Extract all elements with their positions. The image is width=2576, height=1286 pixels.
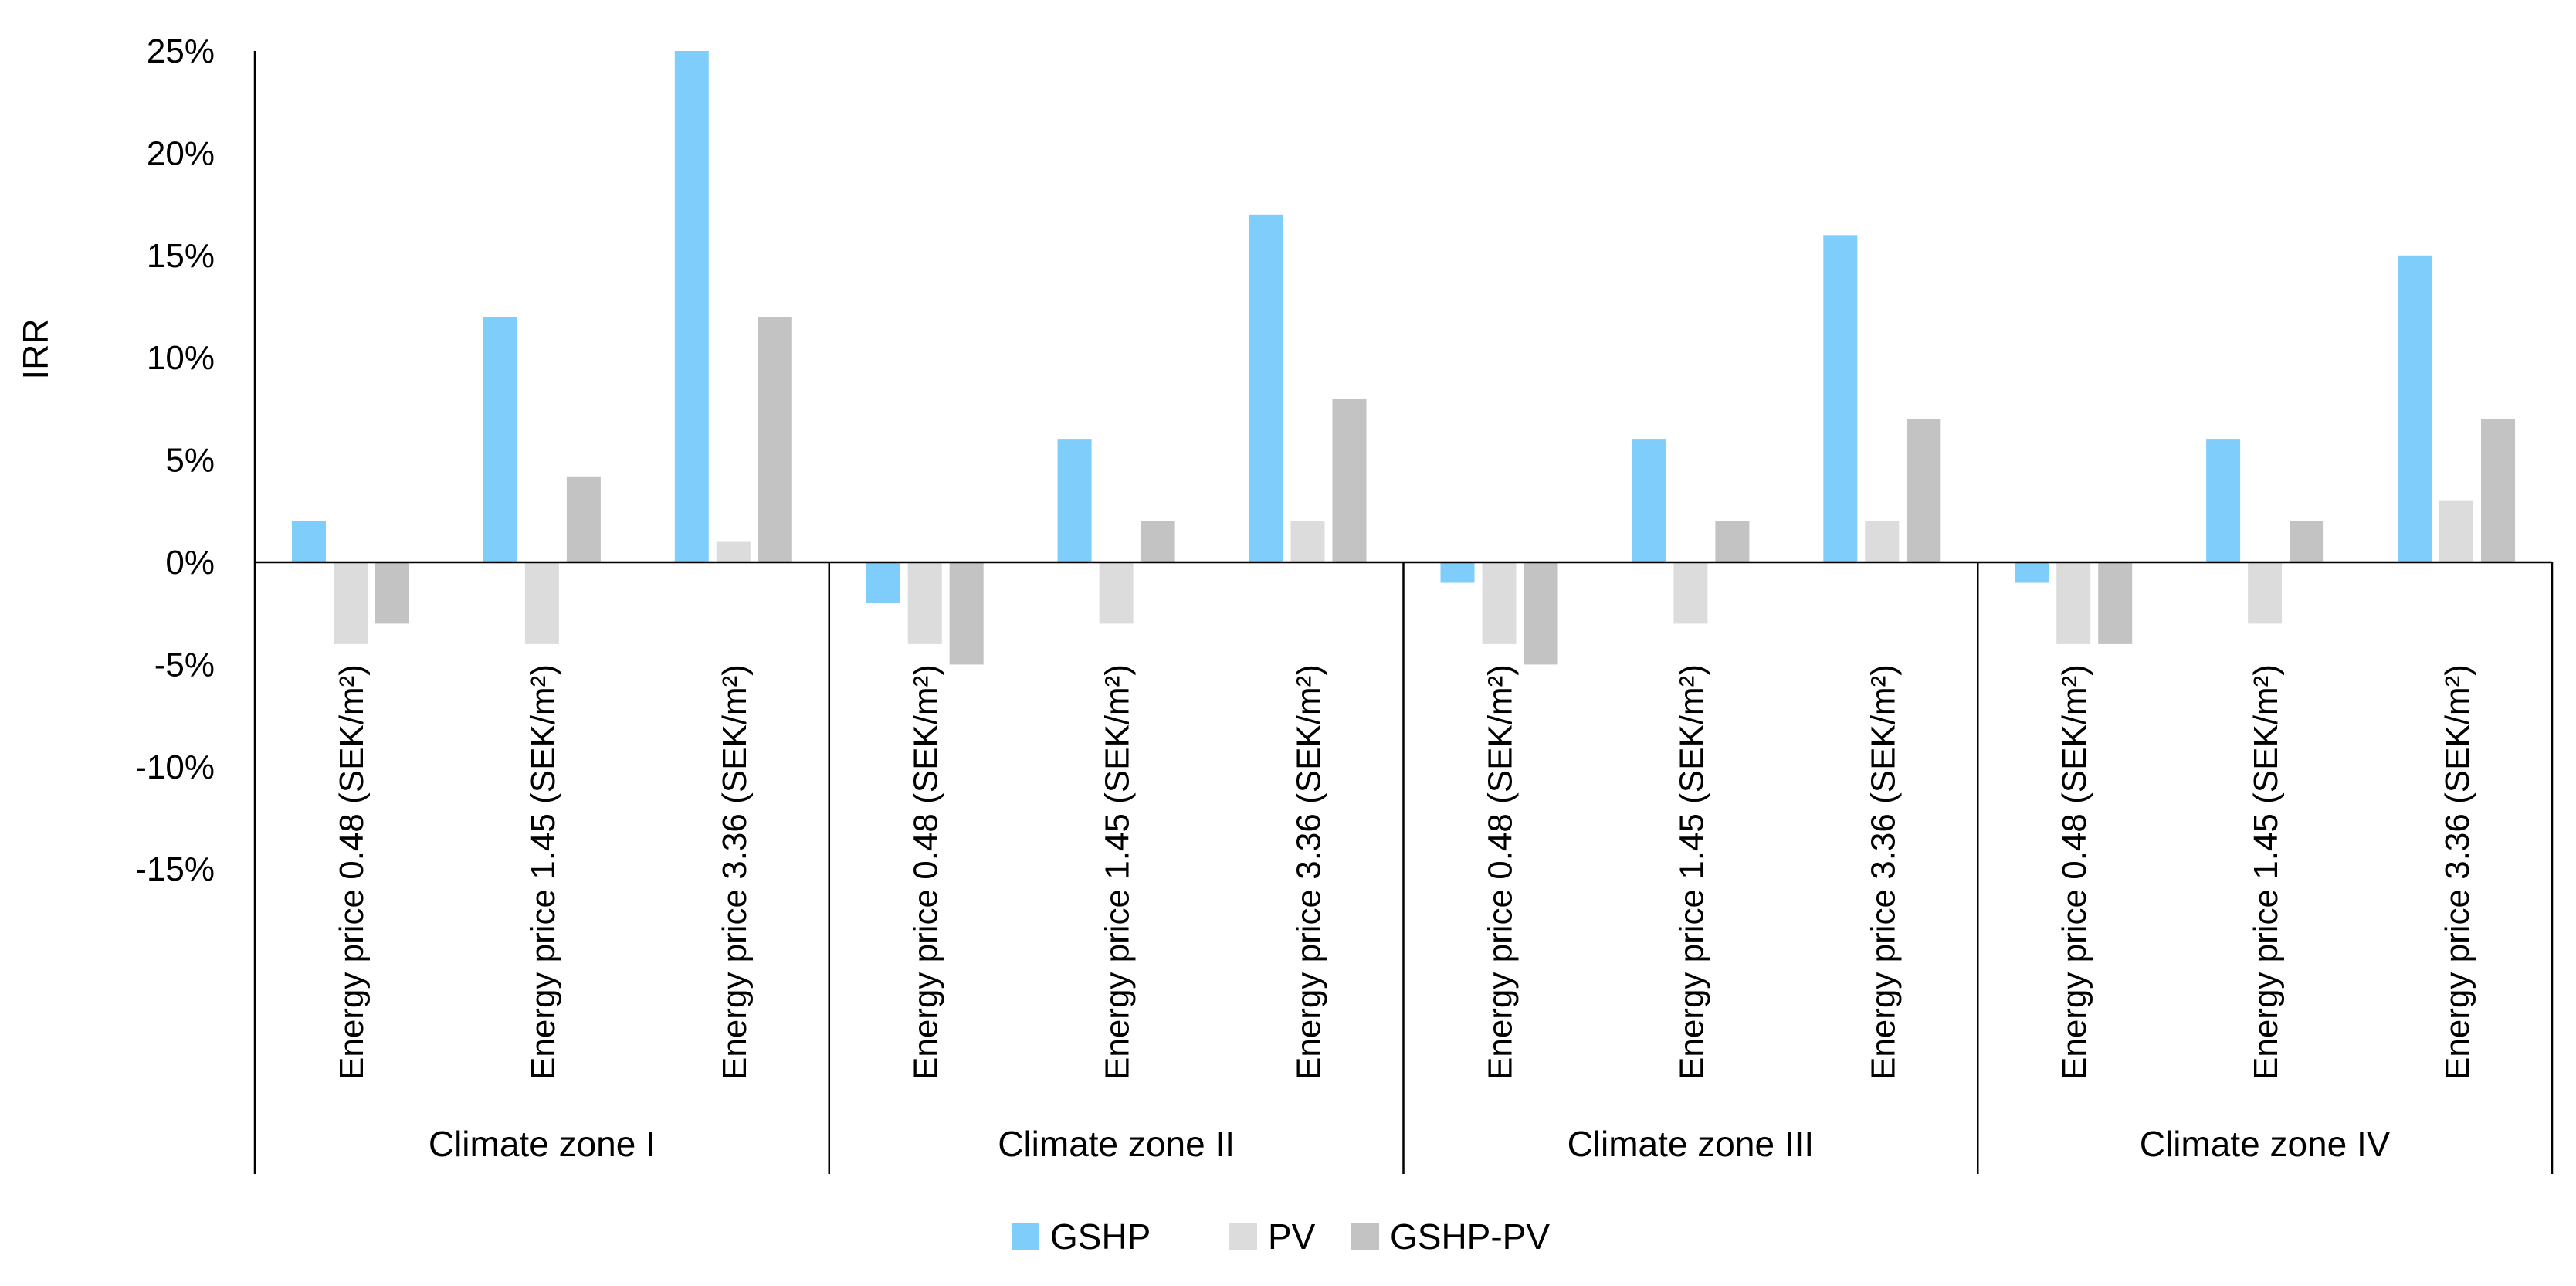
- y-tick-label: -5%: [154, 646, 215, 684]
- bar-gshp-12: [2398, 255, 2432, 562]
- x-category-label: Energy price 1.45 (SEK/m²): [2247, 664, 2285, 1080]
- axes: [253, 51, 2554, 1174]
- bar-gshp-pv-3: [758, 317, 792, 562]
- x-axis-categories: Energy price 0.48 (SEK/m²) Energy price 1…: [333, 664, 2476, 1080]
- x-group-label: Climate zone I: [429, 1124, 656, 1164]
- bar-pv-6: [1290, 521, 1325, 562]
- bar-gshp-8: [1632, 439, 1666, 562]
- bar-pv-11: [2248, 562, 2283, 624]
- bar-gshp-1: [292, 521, 326, 562]
- bar-gshp-pv-6: [1332, 399, 1367, 562]
- bar-gshp-pv-4: [949, 562, 984, 665]
- x-axis-groups: Climate zone I Climate zone II Climate zon…: [429, 1124, 2391, 1164]
- x-group-label: Climate zone III: [1568, 1124, 1815, 1164]
- bar-gshp-3: [674, 51, 709, 562]
- x-category-label: Energy price 1.45 (SEK/m²): [524, 664, 562, 1080]
- bar-pv-2: [524, 562, 559, 644]
- x-category-label: Energy price 0.48 (SEK/m²): [2056, 664, 2093, 1080]
- y-tick-label: -10%: [135, 748, 215, 786]
- x-category-label: Energy price 0.48 (SEK/m²): [1481, 664, 1519, 1080]
- bar-gshp-2: [483, 317, 517, 562]
- legend-swatch-pv: [1229, 1223, 1257, 1250]
- bar-pv-4: [907, 562, 942, 644]
- bar-gshp-pv-8: [1715, 521, 1750, 562]
- bar-gshp-pv-7: [1524, 562, 1558, 665]
- bar-gshp-pv-12: [2481, 419, 2515, 562]
- x-category-label: Energy price 3.36 (SEK/m²): [1290, 664, 1328, 1080]
- bar-gshp-pv-9: [1907, 419, 1941, 562]
- x-category-label: Energy price 3.36 (SEK/m²): [2439, 664, 2476, 1080]
- x-category-label: Energy price 3.36 (SEK/m²): [716, 664, 754, 1080]
- bar-gshp-6: [1249, 214, 1283, 562]
- x-group-label: Climate zone II: [998, 1124, 1235, 1164]
- x-category-label: Energy price 1.45 (SEK/m²): [1099, 664, 1137, 1080]
- bar-gshp-pv-5: [1141, 521, 1175, 562]
- legend-swatch-gshp: [1012, 1223, 1039, 1250]
- y-tick-label: 10%: [147, 339, 215, 377]
- y-axis-title: IRR: [15, 318, 56, 379]
- x-category-label: Energy price 0.48 (SEK/m²): [907, 664, 945, 1080]
- x-group-label: Climate zone IV: [2140, 1124, 2391, 1164]
- y-tick-label: 20%: [147, 134, 215, 172]
- legend-label-gshp-pv: GSHP-PV: [1390, 1216, 1550, 1257]
- bar-gshp-5: [1057, 439, 1092, 562]
- bar-gshp-9: [1823, 235, 1858, 562]
- x-category-label: Energy price 3.36 (SEK/m²): [1864, 664, 1902, 1080]
- bar-pv-7: [1482, 562, 1517, 644]
- bar-pv-9: [1865, 521, 1900, 562]
- y-tick-label: -15%: [135, 850, 215, 888]
- bar-gshp-pv-2: [566, 476, 601, 562]
- y-axis-ticks: 25% 20% 15% 10% 5% 0% -5% -10% -15%: [135, 32, 215, 888]
- bar-gshp-pv-1: [375, 562, 409, 624]
- legend-label-gshp: GSHP: [1050, 1216, 1151, 1257]
- y-tick-label: 25%: [147, 32, 215, 70]
- plot-area: [292, 51, 2515, 665]
- x-category-label: Energy price 0.48 (SEK/m²): [333, 664, 371, 1080]
- y-tick-label: 5%: [165, 442, 215, 480]
- bar-gshp-4: [866, 562, 900, 603]
- bar-gshp-11: [2206, 439, 2241, 562]
- bar-gshp-10: [2015, 562, 2049, 583]
- bar-pv-3: [716, 541, 751, 562]
- bar-pv-8: [1673, 562, 1708, 624]
- bar-pv-10: [2056, 562, 2091, 644]
- legend-label-pv: PV: [1268, 1216, 1316, 1257]
- bar-gshp-pv-11: [2290, 521, 2324, 562]
- legend: GSHP PV GSHP-PV: [1012, 1216, 1550, 1257]
- y-tick-label: 0%: [165, 544, 215, 582]
- y-tick-label: 15%: [147, 237, 215, 275]
- legend-swatch-gshp-pv: [1351, 1223, 1379, 1250]
- bar-pv-1: [334, 562, 368, 644]
- x-category-label: Energy price 1.45 (SEK/m²): [1673, 664, 1710, 1080]
- bar-pv-5: [1099, 562, 1134, 624]
- bar-gshp-7: [1440, 562, 1475, 583]
- bar-pv-12: [2439, 500, 2473, 562]
- bar-gshp-pv-10: [2098, 562, 2133, 644]
